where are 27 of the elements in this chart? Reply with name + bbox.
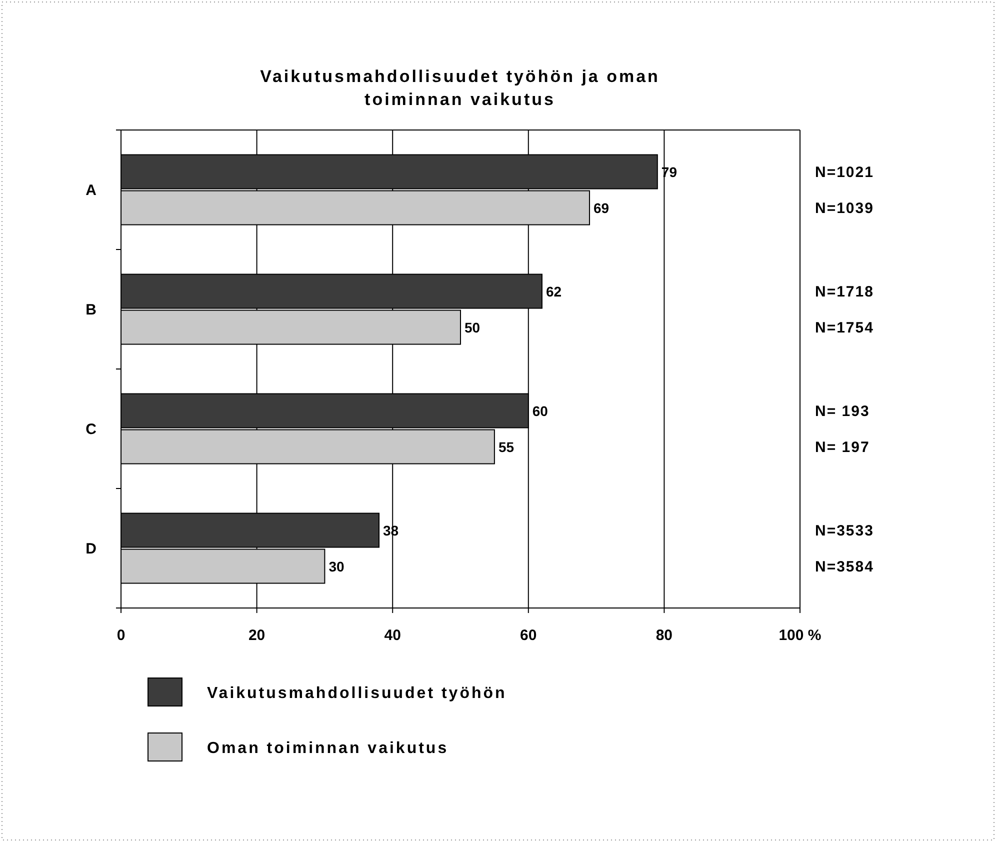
x-tick-label: 20: [248, 627, 266, 644]
data-label: 30: [328, 558, 344, 574]
y-tick-label: C: [86, 420, 97, 438]
y-tick-label: D: [86, 540, 97, 558]
x-tick-label: 60: [520, 627, 537, 644]
text: N=3584: [815, 558, 874, 576]
data-label: 50: [464, 319, 480, 336]
x-tick-label: 80: [656, 627, 673, 644]
x-tick-label: 100 %: [778, 627, 822, 644]
text: N=3533: [815, 522, 874, 540]
text: N= 193: [815, 402, 870, 420]
text: N=1754: [815, 319, 874, 336]
legend-label: Vaikutusmahdollisuudet työhön: [207, 685, 507, 702]
x-tick-label: 40: [384, 627, 401, 644]
chart-title: Vaikutusmahdollisuudet työhön ja oman toiminnan vaikutus: [260, 67, 660, 109]
data-label: 55: [498, 438, 514, 455]
text: N= 197: [815, 438, 870, 456]
y-tick-label: A: [86, 182, 97, 199]
data-label: 62: [546, 283, 562, 300]
text: N=1039: [815, 200, 874, 217]
text: N=1021: [815, 164, 874, 181]
data-label: 69: [594, 200, 610, 216]
legend-label: Oman toiminnan vaikutus: [207, 740, 449, 757]
y-tick-label: B: [86, 301, 97, 318]
x-tick-label: 0: [116, 627, 126, 644]
data-label: 60: [532, 402, 548, 419]
text: N=1718: [815, 283, 874, 300]
